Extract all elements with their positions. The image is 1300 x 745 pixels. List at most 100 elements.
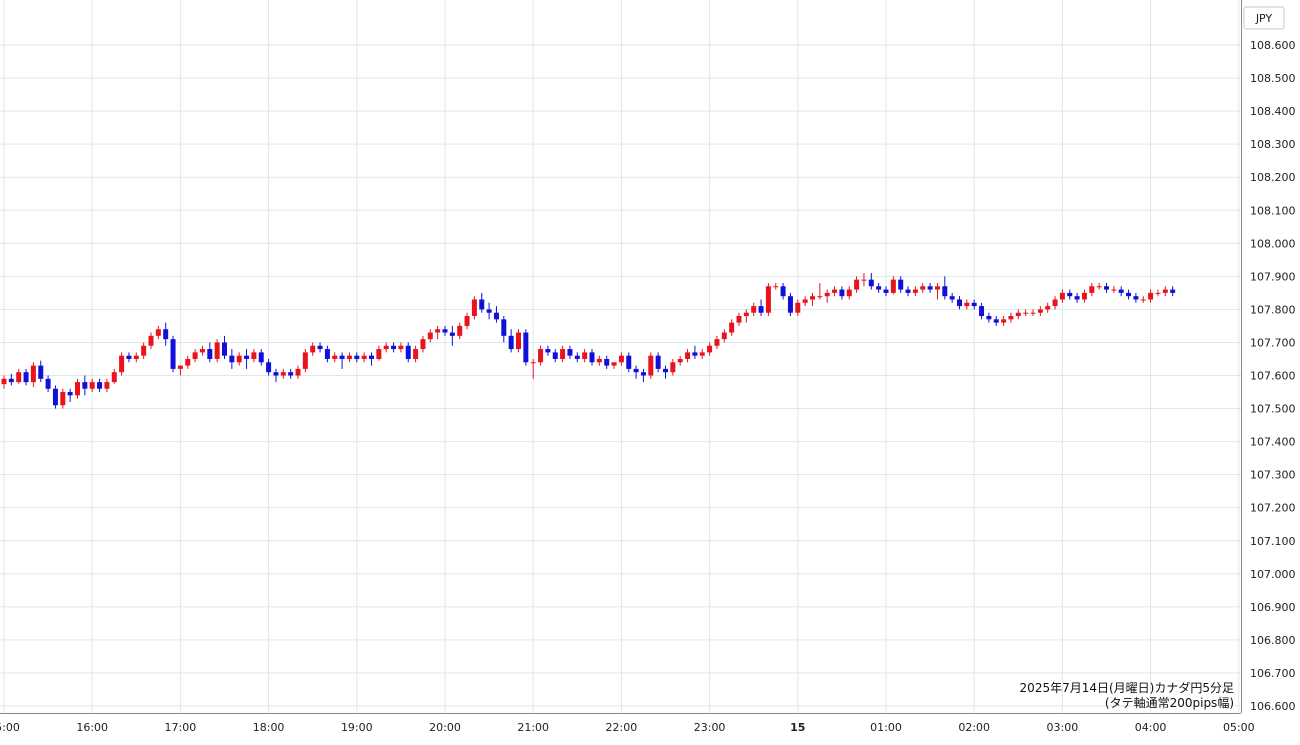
candle-body: [1155, 292, 1161, 294]
candle: [163, 322, 169, 346]
candle: [574, 352, 580, 363]
candle: [280, 368, 286, 379]
candle-body: [185, 358, 191, 366]
candle-body: [1008, 316, 1014, 320]
candle-body: [1023, 312, 1029, 314]
candle-body: [16, 372, 22, 383]
candle: [207, 342, 213, 363]
candle: [1067, 289, 1073, 300]
price-tick-label: 107.500: [1250, 403, 1296, 416]
candle: [346, 352, 352, 363]
candle-body: [369, 355, 374, 359]
candle: [743, 309, 749, 323]
price-tick-label: 108.300: [1250, 138, 1296, 151]
candle: [920, 282, 926, 293]
candle-body: [670, 362, 676, 373]
candle: [707, 342, 713, 356]
candle-body: [244, 355, 250, 359]
candle-body: [846, 289, 852, 297]
candle: [111, 368, 117, 384]
price-tick-label: 107.400: [1250, 436, 1296, 449]
candle: [1126, 289, 1132, 300]
candle: [890, 276, 896, 295]
candle-body: [574, 355, 580, 359]
candle-body: [251, 352, 257, 359]
time-tick-label: 03:00: [1047, 721, 1079, 734]
candle-body: [354, 355, 360, 359]
candle-body: [1148, 292, 1154, 300]
candle-body: [773, 286, 779, 288]
time-tick-label: 05:00: [1223, 721, 1255, 734]
candle-body: [611, 362, 617, 366]
candle: [339, 352, 345, 369]
candle-body: [302, 352, 308, 369]
candle-body: [464, 316, 470, 326]
candle-body: [170, 339, 176, 369]
candle-body: [832, 289, 838, 293]
candle-body: [905, 289, 911, 293]
candle-body: [89, 382, 95, 389]
candle: [567, 345, 573, 359]
annotation-line-2: (タテ軸通常200pips幅): [1105, 695, 1234, 710]
candle: [449, 325, 455, 346]
candle: [1104, 282, 1109, 293]
candle: [640, 368, 646, 383]
price-axis-labels: 108.600 108.500 108.400 108.300 108.200 108.1…: [1250, 39, 1296, 713]
candle-body: [398, 345, 404, 350]
candle-body: [986, 316, 992, 320]
time-tick-label: 19:00: [341, 721, 373, 734]
candle-body: [787, 296, 793, 313]
price-tick-label: 106.600: [1250, 700, 1296, 713]
candle: [1140, 296, 1146, 303]
candle-body: [45, 378, 51, 389]
candle-body: [383, 345, 389, 350]
candle: [589, 349, 595, 366]
candle: [971, 299, 977, 310]
candle-body: [1133, 296, 1139, 300]
candle-body: [119, 355, 125, 373]
candle: [787, 292, 793, 317]
candle-body: [1111, 289, 1117, 291]
candle: [846, 286, 852, 300]
time-tick-label: 18:00: [253, 721, 285, 734]
candle: [663, 365, 668, 379]
price-tick-label: 106.800: [1250, 634, 1296, 647]
candle: [780, 282, 786, 300]
candle-body: [82, 382, 88, 389]
candle: [75, 378, 80, 399]
grid-lines: [0, 0, 1241, 713]
price-tick-label: 107.900: [1250, 270, 1296, 283]
candle-body: [1162, 289, 1168, 293]
candle: [810, 292, 815, 307]
candle: [391, 342, 397, 353]
currency-label: JPY: [1255, 12, 1273, 25]
candle-body: [493, 312, 499, 320]
candle-body: [626, 355, 632, 369]
candle: [1148, 289, 1154, 303]
time-tick-label: 01:00: [870, 721, 902, 734]
candle-body: [648, 355, 654, 376]
candle-body: [236, 355, 242, 363]
candle-body: [1118, 289, 1124, 293]
candle-body: [449, 332, 455, 336]
candle-body: [523, 332, 529, 363]
candle-body: [30, 365, 36, 383]
candle: [119, 352, 125, 376]
candle: [758, 299, 764, 317]
candle: [471, 296, 477, 320]
candle: [273, 368, 279, 383]
candle-body: [38, 365, 44, 379]
candle-body: [868, 279, 874, 287]
candle: [501, 316, 507, 343]
candle: [486, 302, 492, 320]
candle-body: [67, 392, 73, 396]
candle: [876, 282, 882, 293]
candle-body: [795, 302, 801, 313]
candle-body: [471, 299, 477, 317]
candle: [141, 342, 147, 359]
candle: [214, 339, 220, 363]
candle: [677, 355, 683, 366]
candle: [266, 358, 272, 376]
price-tick-label: 107.600: [1250, 370, 1296, 383]
